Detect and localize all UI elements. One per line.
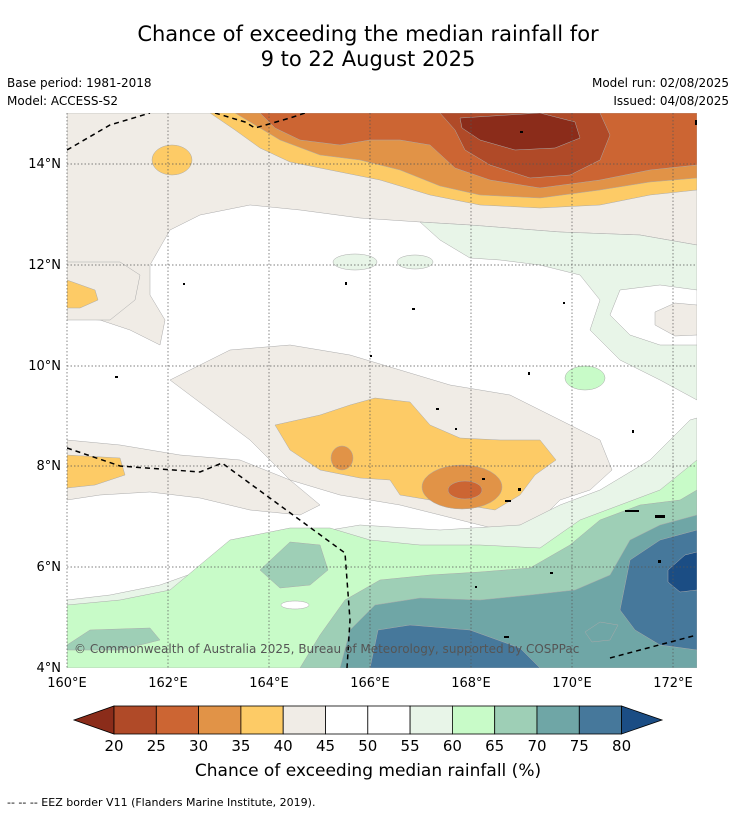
cbar-tick-70: 70 (527, 737, 546, 755)
lat-label-6n: 6°N (37, 560, 62, 575)
map-title: Chance of exceeding the median rainfall … (0, 22, 736, 72)
cbar-tick-65: 65 (485, 737, 504, 755)
cbar-tick-55: 55 (401, 737, 420, 755)
lon-labels: 160°E 162°E 164°E 166°E 168°E 170°E 172°… (47, 676, 693, 691)
cbar-tick-75: 75 (570, 737, 589, 755)
band-70-75-south-small (584, 621, 619, 643)
colorbar-cell-25-30 (155, 705, 200, 735)
colorbar-cell-55-60 (409, 705, 453, 735)
band-35-40-west (67, 279, 99, 309)
lon-label-162e: 162°E (148, 676, 188, 691)
colorbar-cell-75-80 (578, 705, 622, 735)
cbar-tick-25: 25 (147, 737, 166, 755)
colorbar-cell-30-35 (198, 705, 242, 735)
colorbar-cell-45-50 (325, 705, 369, 735)
copyright-text: © Commonwealth of Australia 2025, Bureau… (74, 642, 579, 656)
lon-label-160e: 160°E (47, 676, 87, 691)
model-name: Model: ACCESS-S2 (7, 94, 119, 108)
lat-labels: 4°N 6°N 8°N 10°N 12°N 14°N (28, 157, 61, 676)
cbar-tick-50: 50 (358, 737, 377, 755)
band-40-45-island-ne (654, 302, 697, 337)
band-55-60-north (419, 221, 697, 401)
meta-left: Base period: 1981-2018 Model: ACCESS-S2 (7, 74, 152, 110)
lat-label-14n: 14°N (28, 157, 61, 172)
eez-footnote: -- -- -- EEZ border V11 (Flanders Marine… (7, 796, 316, 809)
band-60-65-blob-south (280, 600, 310, 610)
band-25-30-central (447, 480, 483, 500)
colorbar-cell-40-45 (282, 705, 326, 735)
graticule (66, 113, 697, 668)
title-line-2: 9 to 22 August 2025 (260, 47, 476, 71)
band-55-60-blob-b (396, 254, 434, 270)
lon-label-170e: 170°E (552, 676, 592, 691)
cbar-tick-60: 60 (443, 737, 462, 755)
issued-date: Issued: 04/08/2025 (613, 94, 729, 108)
cbar-tick-20: 20 (104, 737, 123, 755)
lat-label-4n: 4°N (37, 661, 62, 676)
band-60-65-blob-a (564, 365, 606, 391)
map-fill (67, 113, 697, 668)
band-30-35-central-small (330, 445, 354, 471)
colorbar-cell-20-25 (113, 705, 157, 735)
lat-label-12n: 12°N (28, 258, 61, 273)
colorbar-cell-50-55 (367, 705, 411, 735)
model-run: Model run: 02/08/2025 (591, 76, 729, 90)
cbar-tick-80: 80 (612, 737, 631, 755)
colorbar-arrow-high (621, 705, 664, 735)
islands (115, 120, 697, 638)
meta-right: Model run: 02/08/2025 Issued: 04/08/2025 (592, 74, 729, 110)
eez-borders (67, 113, 697, 668)
band-40-45-southwest (67, 439, 321, 516)
colorbar-cell-35-40 (240, 705, 284, 735)
lat-label-8n: 8°N (37, 459, 62, 474)
lon-label-166e: 166°E (350, 676, 390, 691)
cbar-tick-40: 40 (274, 737, 293, 755)
colorbar-ticks: 20 25 30 35 40 45 50 55 60 65 70 75 80 (104, 737, 631, 755)
colorbar-cell-60-65 (451, 705, 496, 735)
cbar-tick-45: 45 (316, 737, 335, 755)
colorbar (72, 705, 664, 735)
colorbar-title: Chance of exceeding median rainfall (%) (194, 761, 542, 781)
band-75-80-south (369, 529, 697, 668)
band-gt80-south (667, 551, 697, 593)
band-55-60-blob-a (332, 253, 378, 271)
base-period: Base period: 1981-2018 (7, 76, 152, 90)
lon-label-172e: 172°E (653, 676, 693, 691)
colorbar-cell-70-75 (536, 705, 580, 735)
lat-label-10n: 10°N (28, 359, 61, 374)
lon-label-164e: 164°E (249, 676, 289, 691)
band-35-40-nw-blob (151, 144, 193, 176)
colorbar-arrow-low (72, 705, 115, 735)
cbar-tick-30: 30 (189, 737, 208, 755)
title-line-1: Chance of exceeding the median rainfall … (137, 22, 599, 46)
cbar-tick-35: 35 (231, 737, 250, 755)
colorbar-cell-65-70 (494, 705, 538, 735)
lon-label-168e: 168°E (451, 676, 491, 691)
